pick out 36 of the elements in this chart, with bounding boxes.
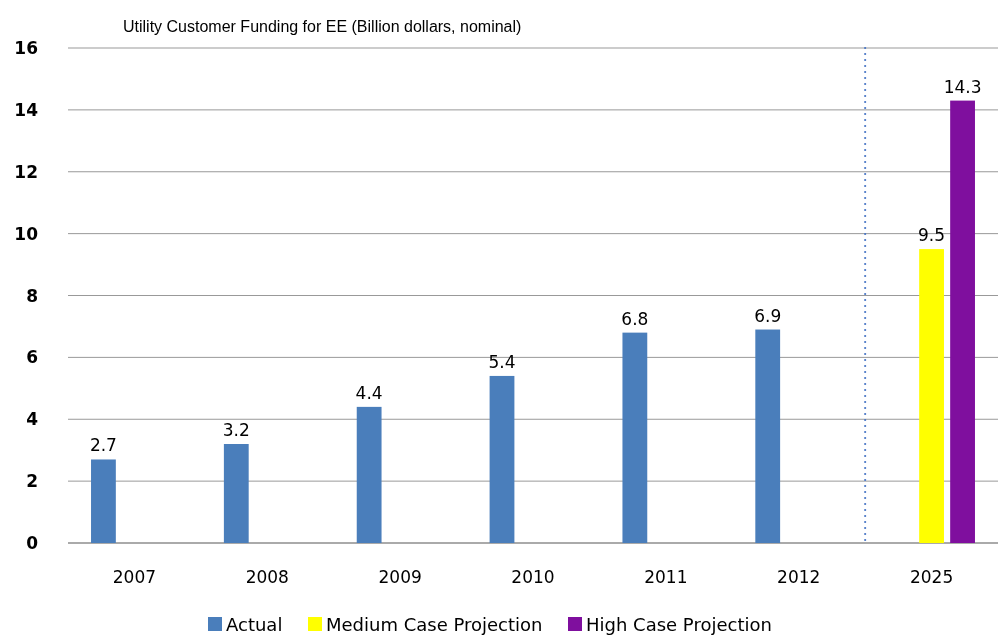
x-tick-label: 2012: [777, 567, 821, 587]
x-tick-label: 2011: [644, 567, 688, 587]
bar: [919, 249, 944, 543]
y-tick-label: 8: [26, 285, 38, 306]
data-label: 14.3: [943, 76, 982, 97]
x-tick-label: 2007: [112, 567, 157, 587]
y-tick-label: 10: [14, 223, 39, 244]
x-tick-label: 2010: [511, 567, 555, 587]
data-label: 4.4: [355, 382, 383, 403]
bar: [622, 332, 648, 543]
legend-label: Medium Case Projection: [326, 614, 543, 635]
chart-title: Utility Customer Funding for EE (Billion dollars, nominal): [123, 18, 522, 35]
y-tick-label: 2: [26, 471, 38, 492]
legend-label: High Case Projection: [586, 614, 772, 635]
y-tick-label: 14: [14, 99, 39, 120]
data-label: 6.8: [621, 308, 649, 329]
bar: [950, 100, 975, 543]
y-tick-label: 4: [26, 409, 39, 430]
bar: [755, 329, 781, 543]
y-tick-label: 16: [14, 38, 38, 58]
data-label: 2.7: [89, 435, 117, 456]
legend-label: Actual: [226, 614, 283, 635]
x-tick-label: 2025: [909, 567, 954, 587]
y-tick-label: 0: [26, 533, 39, 553]
data-label: 3.2: [222, 420, 250, 440]
data-label: 6.9: [754, 305, 782, 326]
bar: [489, 375, 515, 543]
x-tick-label: 2008: [245, 567, 289, 587]
data-label: 9.5: [918, 225, 946, 246]
bar: [91, 459, 116, 543]
y-tick-label: 6: [26, 347, 38, 368]
data-label: 5.4: [488, 351, 516, 372]
bar: [223, 444, 249, 543]
bar: [356, 406, 382, 543]
y-tick-label: 12: [14, 161, 38, 182]
x-tick-label: 2009: [378, 567, 422, 587]
